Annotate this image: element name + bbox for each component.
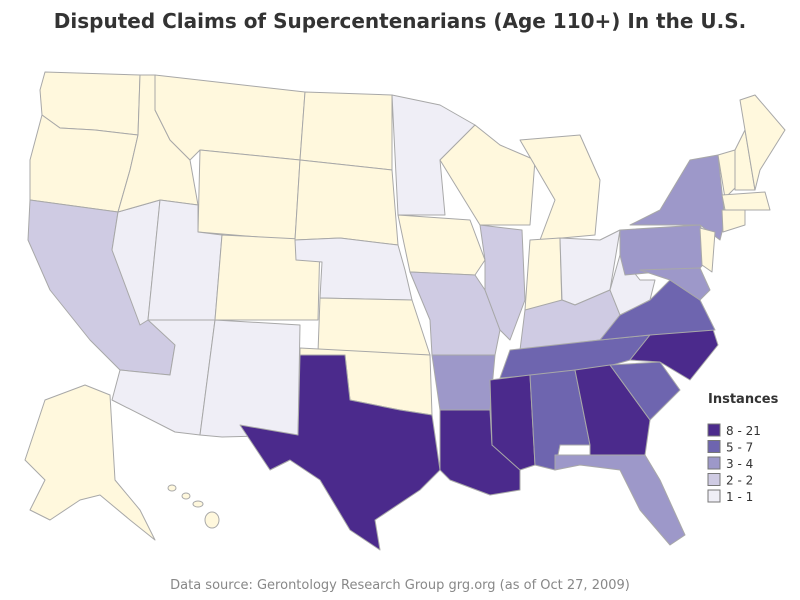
state: [397, 214, 486, 276]
map-title: Disputed Claims of Supercentenarians (Ag…: [54, 9, 746, 33]
state: [299, 91, 393, 171]
legend-label: 8 - 21: [726, 424, 761, 438]
state: [167, 484, 177, 492]
state: [739, 94, 786, 191]
state: [154, 74, 306, 161]
state: [181, 492, 191, 500]
legend-label: 2 - 2: [726, 474, 753, 488]
state: [197, 149, 301, 241]
state: [619, 224, 713, 276]
state: [439, 409, 521, 496]
legend-swatch: [707, 489, 721, 503]
state: [489, 374, 536, 471]
legend: 8 - 21 5 - 7 3 - 4 2 - 2 1 - 1: [707, 423, 761, 504]
state: [524, 237, 563, 311]
legend-swatch: [707, 440, 721, 453]
state: [239, 354, 441, 551]
state: [519, 134, 601, 241]
legend-swatch: [707, 473, 721, 486]
state: [609, 361, 681, 421]
state: [629, 154, 726, 241]
state: [409, 271, 501, 356]
state: [204, 511, 220, 529]
state: [317, 297, 431, 356]
legend-swatch: [707, 456, 721, 470]
state: [192, 500, 204, 508]
state: [721, 191, 771, 211]
legend-label: 1 - 1: [726, 490, 753, 504]
state: [609, 254, 656, 316]
state: [479, 224, 526, 341]
state: [721, 209, 746, 233]
legend-label: 5 - 7: [726, 441, 753, 455]
state: [431, 354, 496, 411]
state: [24, 384, 156, 541]
legend-label: 3 - 4: [726, 457, 753, 471]
state: [554, 454, 686, 546]
legend-title: Instances: [708, 392, 779, 407]
state: [639, 267, 711, 301]
state: [699, 227, 716, 273]
legend-swatch: [707, 423, 721, 437]
state: [214, 234, 321, 321]
state: [294, 159, 399, 246]
states: [24, 71, 786, 551]
state: [199, 319, 301, 438]
source-note: Data source: Gerontology Research Group …: [170, 578, 630, 593]
